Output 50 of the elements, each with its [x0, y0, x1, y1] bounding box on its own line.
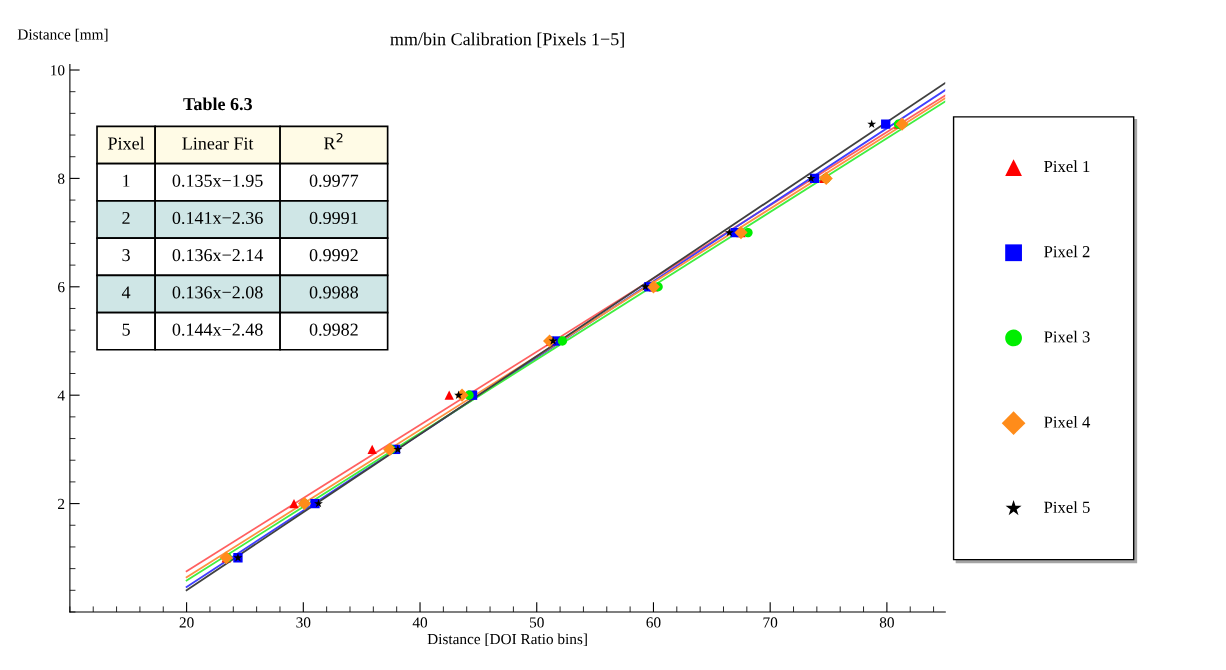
point	[640, 282, 650, 291]
annotation: Table 6.3	[183, 97, 252, 111]
legend-label: Pixel 2	[1044, 245, 1090, 258]
x-tick-label: 40	[412, 617, 428, 628]
y-tick-label: 6	[58, 281, 65, 293]
annotation: 4	[121, 286, 131, 299]
y-tick-label: 2	[58, 498, 65, 509]
annotation: 1	[123, 174, 130, 187]
point	[367, 444, 377, 455]
annotation: 0.9977	[309, 174, 359, 187]
annotation: Pixel	[108, 136, 145, 150]
annotation: 0.141x−2.36	[172, 211, 263, 225]
point	[557, 336, 568, 346]
x-tick-label: 50	[529, 617, 544, 628]
point	[881, 119, 891, 129]
legend-label: Pixel 1	[1044, 160, 1090, 173]
annotation: 0.144x−2.48	[172, 323, 263, 336]
point	[724, 227, 734, 237]
point	[444, 390, 454, 400]
point	[867, 119, 877, 128]
annotation: 0.9982	[309, 323, 358, 336]
y-axis-title: Distance [mm]	[17, 28, 108, 42]
y-tick-label: 10	[51, 65, 65, 76]
x-tick-label: 60	[646, 617, 661, 628]
annotation: 5	[122, 323, 130, 336]
x-tick-label: 70	[763, 617, 778, 628]
annotation: 0.9992	[309, 249, 358, 262]
legend-label: Pixel 3	[1044, 330, 1090, 343]
annotation: 3	[122, 249, 130, 262]
legend-label: Pixel 5	[1044, 501, 1090, 513]
annotation: 0.136x−2.14	[172, 249, 264, 262]
point	[289, 498, 299, 509]
annotation: R$^{2}$	[324, 132, 343, 150]
point	[314, 498, 323, 508]
x-tick-label: 30	[296, 617, 311, 628]
x-tick-label: 80	[879, 617, 894, 628]
y-tick-label: 8	[57, 173, 65, 184]
annotation: 0.9988	[309, 286, 359, 299]
point	[895, 117, 909, 131]
annotation: Linear Fit	[182, 137, 254, 150]
x-axis-title: Distance [DOI Ratio bins]	[427, 633, 587, 647]
annotation: 0.9991	[309, 211, 358, 225]
annotation: 2	[122, 211, 130, 224]
y-tick-label: 4	[57, 390, 65, 401]
annotation: 0.136x−2.08	[172, 286, 263, 299]
chart-title: mm/bin Calibration [Pixels 1−5]	[390, 32, 624, 48]
annotation: 0.135x−1.95	[172, 174, 263, 187]
x-tick-label: 20	[179, 617, 194, 628]
legend-label: Pixel 4	[1044, 415, 1091, 428]
point	[806, 173, 816, 183]
